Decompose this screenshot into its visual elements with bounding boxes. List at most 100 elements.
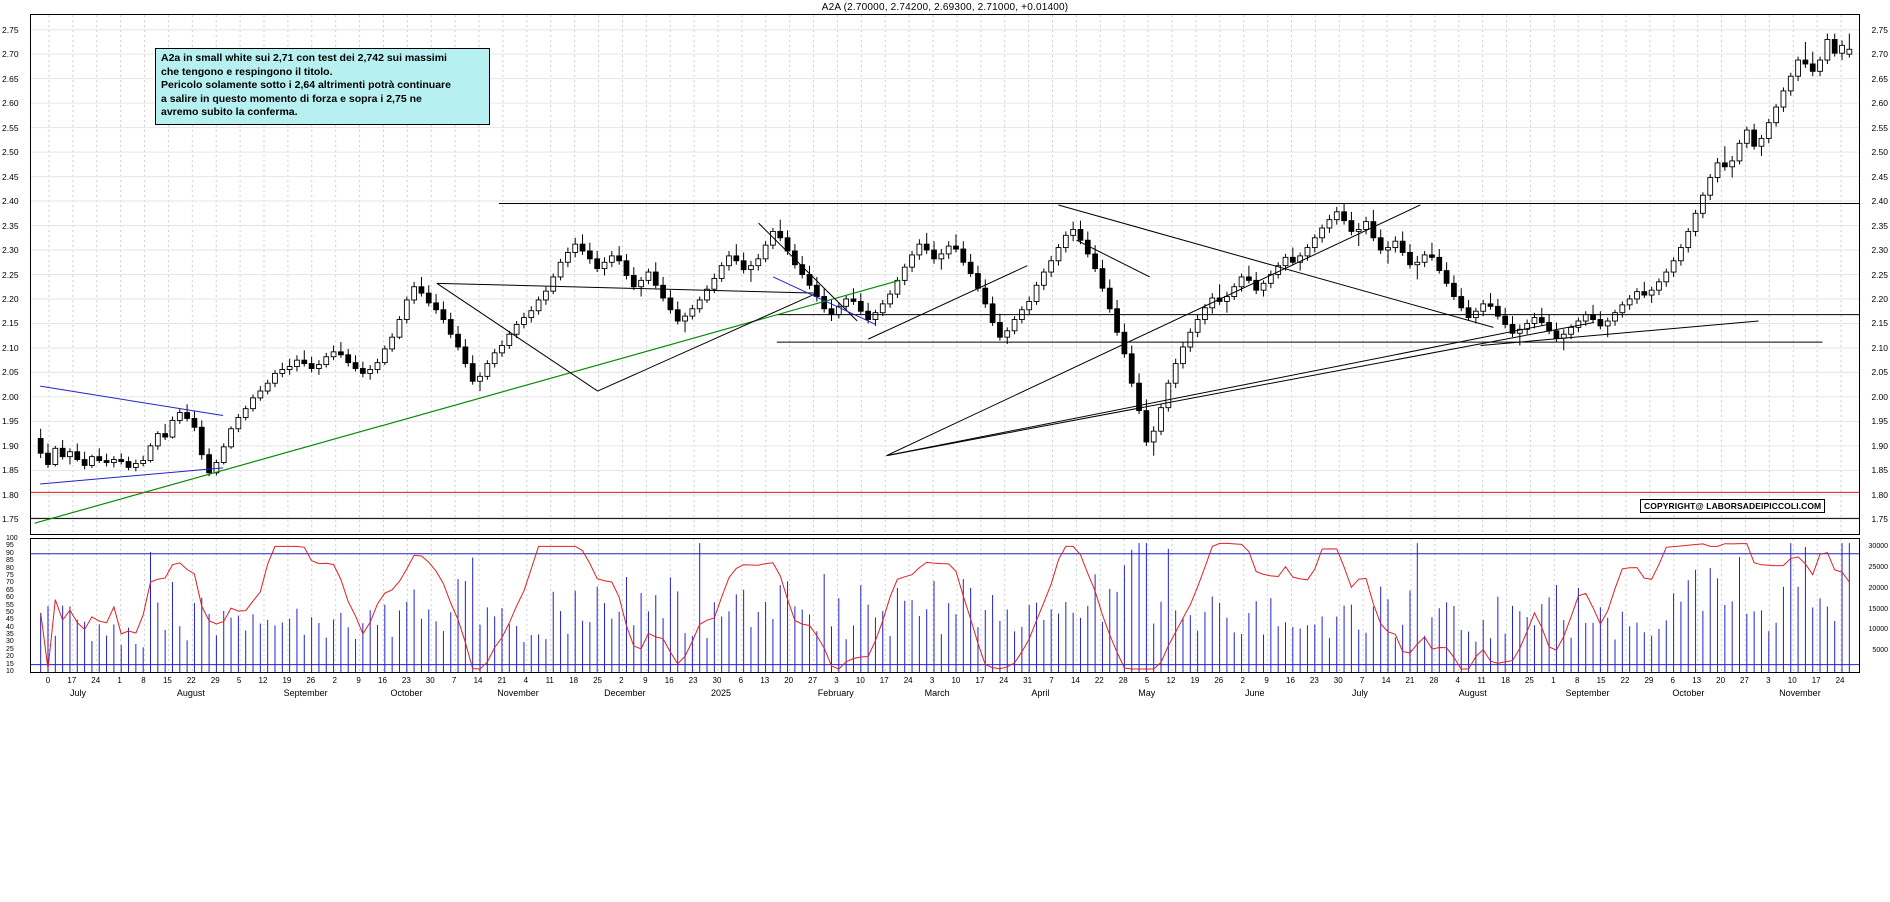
price-axis-right-tick: 2.30: [1871, 245, 1888, 256]
x-day-tick: 14: [1381, 676, 1391, 685]
price-axis-left-tick: 2.70: [2, 49, 19, 60]
price-axis-right-tick: 2.00: [1871, 391, 1888, 402]
volume-tick: 5000: [1872, 647, 1888, 655]
rsi-tick: 20: [6, 653, 14, 661]
x-day-tick: 12: [1166, 676, 1176, 685]
x-day-tick: 21: [1405, 676, 1415, 685]
x-month-label: December: [604, 688, 646, 698]
annotation-line-3: Pericolo solamente sotto i 2,64 altrimen…: [161, 79, 451, 91]
x-day-tick: 8: [141, 676, 146, 685]
x-day-tick: 25: [593, 676, 602, 685]
price-axis-left-tick: 2.00: [2, 391, 19, 402]
rsi-tick: 100: [6, 535, 18, 542]
price-axis-right-tick: 2.35: [1871, 220, 1888, 231]
price-axis-left-tick: 2.35: [2, 220, 19, 231]
price-axis-left-tick: 2.15: [2, 318, 19, 329]
x-month-label: August: [1458, 688, 1487, 698]
price-axis-right-tick: 2.50: [1871, 147, 1888, 158]
x-month-label: September: [1565, 688, 1610, 698]
price-axis-right-tick: 2.25: [1871, 269, 1888, 280]
price-axis-left-tick: 2.10: [2, 342, 19, 353]
x-day-tick: 22: [1620, 676, 1630, 685]
price-axis-right-tick: 1.75: [1871, 514, 1888, 525]
price-axis-left-tick: 2.20: [2, 293, 19, 304]
price-axis-right-tick: 1.95: [1871, 416, 1888, 427]
price-axis-right-tick: 2.75: [1871, 24, 1888, 35]
x-day-tick: 2: [619, 676, 624, 685]
x-day-tick: 2: [332, 676, 337, 685]
rsi-tick: 35: [6, 631, 14, 639]
x-day-tick: 22: [186, 676, 196, 685]
x-day-tick: 23: [688, 676, 698, 685]
x-day-tick: 21: [497, 676, 507, 685]
x-day-tick: 0: [45, 676, 51, 685]
x-day-tick: 30: [712, 676, 722, 685]
price-axis-left-tick: 2.25: [2, 269, 19, 280]
price-axis-right-tick: 2.10: [1871, 342, 1888, 353]
x-day-tick: 11: [1477, 676, 1486, 685]
x-month-label: 2025: [710, 688, 731, 698]
x-month-label: October: [1672, 688, 1705, 698]
chart-title: A2A (2.70000, 2.74200, 2.69300, 2.71000,…: [821, 2, 1069, 13]
x-day-tick: 17: [975, 676, 985, 685]
rsi-tick: 70: [6, 579, 14, 587]
x-day-tick: 20: [784, 676, 794, 685]
price-axis-left-tick: 1.80: [2, 489, 19, 500]
x-day-tick: 17: [67, 676, 77, 685]
x-day-tick: 3: [929, 676, 935, 685]
price-axis-left-tick: 1.90: [2, 440, 19, 451]
x-day-tick: 9: [643, 676, 648, 685]
rsi-tick: 30: [6, 638, 14, 646]
x-day-tick: 27: [808, 676, 818, 685]
x-day-tick: 7: [1359, 676, 1365, 685]
x-day-tick: 22: [1094, 676, 1104, 685]
x-day-tick: 3: [834, 676, 839, 685]
price-axis-right-tick: 2.15: [1871, 318, 1888, 329]
price-axis-left-tick: 2.40: [2, 196, 19, 207]
rsi-tick: 80: [6, 564, 14, 572]
rsi-tick: 55: [6, 601, 14, 609]
volume-tick: 30000: [1868, 543, 1888, 551]
x-day-tick: 10: [951, 676, 961, 685]
x-day-tick: 19: [282, 676, 292, 685]
price-axis-left-tick: 2.50: [2, 147, 19, 158]
rsi-tick: 15: [6, 660, 14, 668]
rsi-tick: 50: [6, 608, 14, 616]
x-month-label: November: [1779, 688, 1821, 698]
x-day-tick: 12: [258, 676, 268, 685]
price-axis-right-tick: 2.60: [1871, 98, 1888, 109]
annotation-line-2: che tengono e respingono il titolo.: [161, 65, 333, 78]
x-day-tick: 4: [523, 676, 529, 685]
price-axis-left-tick: 2.75: [2, 24, 19, 35]
x-month-label: July: [1351, 688, 1368, 698]
x-day-tick: 7: [451, 676, 457, 685]
price-plot: [31, 15, 1859, 534]
copyright-badge: COPYRIGHT@ LABORSADEIPICCOLI.COM: [1640, 499, 1826, 513]
price-axis-right-tick: 1.85: [1871, 465, 1888, 476]
rsi-tick: 60: [6, 594, 14, 602]
price-axis-right-tick: 2.70: [1871, 49, 1888, 60]
oscillator-plot: [31, 539, 1859, 672]
x-day-tick: 26: [306, 676, 316, 685]
x-day-tick: 29: [1644, 676, 1654, 685]
analysis-annotation-box: A2a in small white sui 2,71 con test dei…: [155, 48, 490, 125]
price-axis-left-tick: 2.60: [2, 98, 19, 109]
x-day-tick: 18: [1501, 676, 1510, 685]
price-axis-right-tick: 1.80: [1871, 489, 1888, 500]
x-day-tick: 9: [1264, 676, 1269, 685]
x-day-tick: 7: [1049, 676, 1054, 685]
price-axis-right-tick: 2.20: [1871, 293, 1888, 304]
x-month-label: July: [70, 688, 87, 698]
x-day-tick: 3: [1766, 676, 1771, 685]
price-axis-right-tick: 1.90: [1871, 440, 1888, 451]
x-day-tick: 30: [1333, 676, 1343, 685]
oscillator-volume-pane[interactable]: [30, 538, 1860, 673]
rsi-tick: 75: [6, 571, 14, 579]
x-month-label: February: [817, 688, 854, 698]
x-day-tick: 23: [401, 676, 411, 685]
annotation-line-5: avremo subito la conferma.: [161, 106, 298, 118]
price-axis-right-tick: 2.05: [1871, 367, 1888, 378]
x-day-tick: 5: [236, 676, 242, 685]
x-month-label: October: [390, 688, 423, 698]
